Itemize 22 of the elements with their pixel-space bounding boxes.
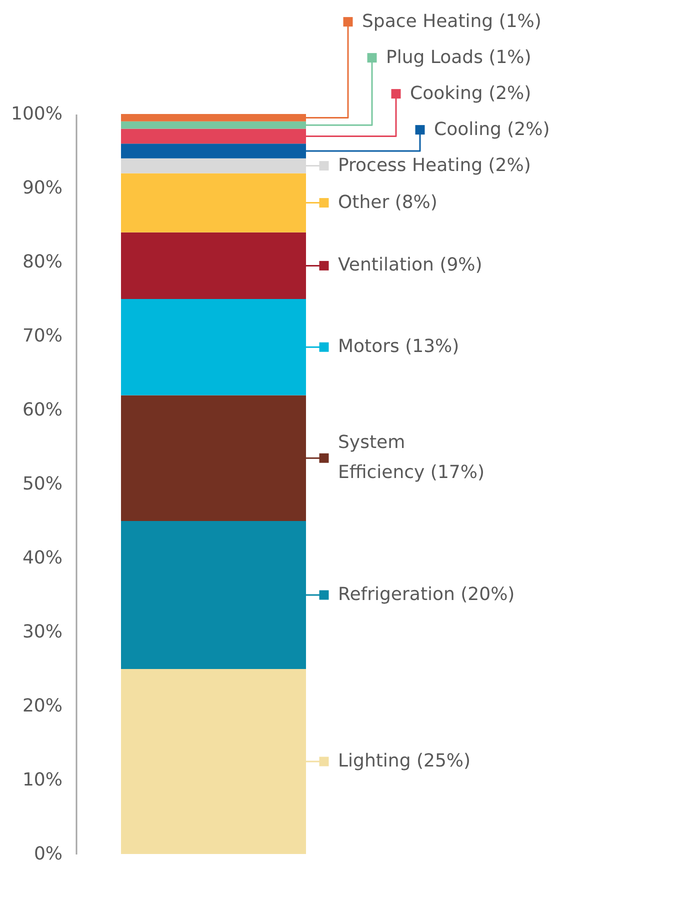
y-tick-label: 50% xyxy=(22,474,62,494)
legend-label: Lighting (25%) xyxy=(338,750,471,772)
y-tick-label: 10% xyxy=(22,770,62,790)
y-tick-label: 30% xyxy=(22,622,62,642)
y-tick-label: 90% xyxy=(22,178,62,198)
legend-label: Cooking (2%) xyxy=(410,82,532,104)
y-tick-label: 80% xyxy=(22,252,62,272)
y-tick-label: 0% xyxy=(34,844,62,864)
legend-label: Ventilation (9%) xyxy=(338,254,482,276)
y-tick-label: 40% xyxy=(22,548,62,568)
y-tick-label: 60% xyxy=(22,400,62,420)
y-tick-label: 70% xyxy=(22,326,62,346)
legend-label: Space Heating (1%) xyxy=(362,10,542,32)
legend-label: Cooling (2%) xyxy=(434,118,550,140)
legend-label: Refrigeration (20%) xyxy=(338,584,515,605)
legend-label: Motors (13%) xyxy=(338,336,460,358)
legend-label: Process Heating (2%) xyxy=(338,154,531,176)
legend-label: Other (8%) xyxy=(338,192,438,213)
legend-label: System Efficiency (17%) xyxy=(338,432,484,484)
y-tick-label: 20% xyxy=(22,696,62,716)
y-tick-label: 100% xyxy=(11,104,62,124)
legend-label: Plug Loads (1%) xyxy=(386,46,532,68)
